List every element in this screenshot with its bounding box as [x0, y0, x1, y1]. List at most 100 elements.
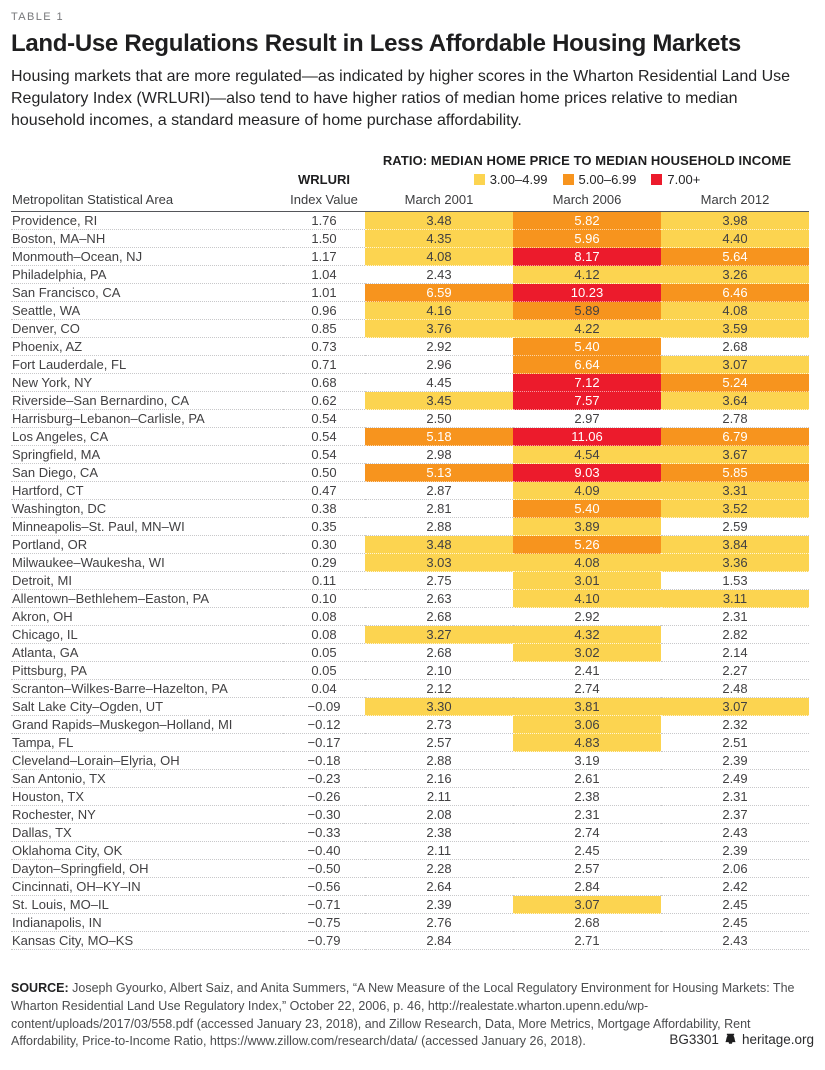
ratio-cell: 3.30	[365, 698, 513, 717]
ratio-cell: 2.39	[365, 896, 513, 915]
legend-swatch-icon	[562, 174, 574, 186]
ratio-cell: 2.39	[661, 842, 809, 861]
index-value-cell: 1.17	[283, 248, 365, 267]
ratio-cell: 5.40	[513, 338, 661, 357]
ratio-cell: 4.83	[513, 734, 661, 753]
msa-cell: Washington, DC	[11, 500, 283, 519]
index-value-cell: −0.71	[283, 896, 365, 915]
table-row: Monmouth–Ocean, NJ 1.17 4.08 8.17 5.64	[11, 248, 809, 267]
ratio-cell: 2.12	[365, 680, 513, 699]
ratio-cell: 2.76	[365, 914, 513, 933]
table-row: Portland, OR 0.30 3.48 5.26 3.84	[11, 536, 809, 555]
ratio-cell: 2.43	[661, 932, 809, 951]
ratio-cell: 3.59	[661, 320, 809, 339]
ratio-cell: 3.36	[661, 554, 809, 573]
ratio-cell: 2.08	[365, 806, 513, 825]
index-value-cell: −0.12	[283, 716, 365, 735]
ratio-cell: 4.10	[513, 590, 661, 609]
ratio-cell: 3.07	[661, 356, 809, 375]
index-value-cell: −0.30	[283, 806, 365, 825]
msa-cell: Chicago, IL	[11, 626, 283, 645]
table-row: Kansas City, MO–KS −0.79 2.84 2.71 2.43	[11, 932, 809, 951]
legend-item: 5.00–6.99	[562, 172, 636, 187]
msa-cell: Detroit, MI	[11, 572, 283, 591]
ratio-cell: 2.74	[513, 824, 661, 843]
ratio-cell: 3.07	[661, 698, 809, 717]
msa-cell: Harrisburg–Lebanon–Carlisle, PA	[11, 410, 283, 429]
msa-cell: San Diego, CA	[11, 464, 283, 483]
ratio-cell: 2.45	[513, 842, 661, 861]
index-value-cell: 0.71	[283, 356, 365, 375]
msa-cell: Tampa, FL	[11, 734, 283, 753]
index-value-cell: −0.33	[283, 824, 365, 843]
index-value-cell: 0.47	[283, 482, 365, 501]
ratio-cell: 2.38	[365, 824, 513, 843]
index-value-cell: 0.05	[283, 662, 365, 681]
index-value-cell: 0.11	[283, 572, 365, 591]
msa-cell: Milwaukee–Waukesha, WI	[11, 554, 283, 573]
ratio-cell: 3.76	[365, 320, 513, 339]
index-value-cell: −0.79	[283, 932, 365, 951]
msa-cell: Los Angeles, CA	[11, 428, 283, 447]
column-header: Metropolitan Statistical Area	[12, 192, 174, 208]
index-value-cell: 0.96	[283, 302, 365, 321]
msa-cell: Denver, CO	[11, 320, 283, 339]
msa-cell: Monmouth–Ocean, NJ	[11, 248, 283, 267]
table-label: TABLE 1	[11, 11, 65, 23]
msa-cell: Minneapolis–St. Paul, MN–WI	[11, 518, 283, 537]
ratio-cell: 2.42	[661, 878, 809, 897]
msa-cell: Kansas City, MO–KS	[11, 932, 283, 951]
legend-swatch-icon	[651, 174, 663, 186]
msa-cell: Salt Lake City–Ogden, UT	[11, 698, 283, 717]
table-row: San Francisco, CA 1.01 6.59 10.23 6.46	[11, 284, 809, 303]
table-row: Springfield, MA 0.54 2.98 4.54 3.67	[11, 446, 809, 465]
page-title: Land-Use Regulations Result in Less Affo…	[11, 30, 741, 57]
msa-cell: San Francisco, CA	[11, 284, 283, 303]
column-header: March 2006	[552, 192, 622, 208]
msa-cell: Oklahoma City, OK	[11, 842, 283, 861]
ratio-cell: 2.43	[661, 824, 809, 843]
ratio-cell: 5.40	[513, 500, 661, 519]
ratio-cell: 2.06	[661, 860, 809, 879]
ratio-cell: 2.45	[661, 914, 809, 933]
table-row: Seattle, WA 0.96 4.16 5.89 4.08	[11, 302, 809, 321]
ratio-cell: 2.59	[661, 518, 809, 537]
ratio-cell: 3.64	[661, 392, 809, 411]
ratio-cell: 4.45	[365, 374, 513, 393]
ratio-cell: 2.71	[513, 932, 661, 951]
source-label: SOURCE:	[11, 981, 69, 996]
ratio-cell: 2.32	[661, 716, 809, 735]
ratio-cell: 4.08	[365, 248, 513, 267]
ratio-cell: 2.11	[365, 788, 513, 807]
index-value-cell: 1.04	[283, 266, 365, 285]
index-value-cell: −0.23	[283, 770, 365, 789]
ratio-cell: 2.41	[513, 662, 661, 681]
ratio-cell: 2.31	[661, 608, 809, 627]
ratio-cell: 2.49	[661, 770, 809, 789]
ratio-cell: 2.78	[661, 410, 809, 429]
ratio-cell: 4.12	[513, 266, 661, 285]
ratio-cell: 5.89	[513, 302, 661, 321]
ratio-cell: 2.68	[365, 644, 513, 663]
index-value-cell: −0.17	[283, 734, 365, 753]
ratio-cell: 2.73	[365, 716, 513, 735]
ratio-cell: 5.26	[513, 536, 661, 555]
msa-cell: Dallas, TX	[11, 824, 283, 843]
msa-cell: Indianapolis, IN	[11, 914, 283, 933]
index-value-cell: −0.40	[283, 842, 365, 861]
heritage-bell-icon	[725, 1033, 736, 1044]
table-row: Chicago, IL 0.08 3.27 4.32 2.82	[11, 626, 809, 645]
data-table: RATIO: MEDIAN HOME PRICE TO MEDIAN HOUSE…	[11, 153, 809, 951]
table-row: Hartford, CT 0.47 2.87 4.09 3.31	[11, 482, 809, 501]
ratio-cell: 3.11	[661, 590, 809, 609]
ratio-cell: 2.68	[513, 914, 661, 933]
ratio-cell: 2.31	[513, 806, 661, 825]
ratio-group-heading: RATIO: MEDIAN HOME PRICE TO MEDIAN HOUSE…	[382, 153, 792, 169]
table-row: Phoenix, AZ 0.73 2.92 5.40 2.68	[11, 338, 809, 357]
table-row: Tampa, FL −0.17 2.57 4.83 2.51	[11, 734, 809, 753]
ratio-cell: 5.82	[513, 212, 661, 231]
table-row: Denver, CO 0.85 3.76 4.22 3.59	[11, 320, 809, 339]
index-value-cell: 0.29	[283, 554, 365, 573]
table-row: Philadelphia, PA 1.04 2.43 4.12 3.26	[11, 266, 809, 285]
